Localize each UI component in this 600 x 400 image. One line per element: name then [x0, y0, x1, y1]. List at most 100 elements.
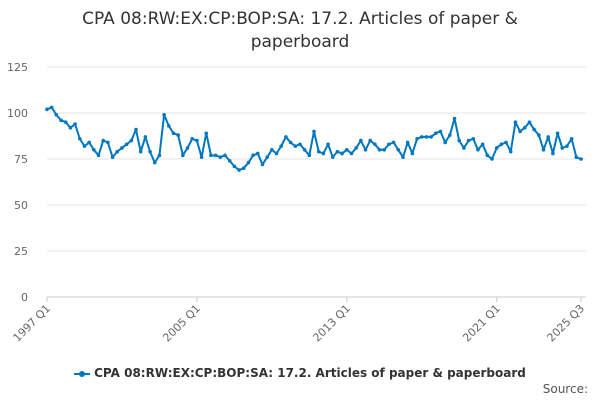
data-point [527, 120, 532, 124]
data-point [330, 155, 335, 159]
data-point [307, 153, 312, 158]
data-point [405, 140, 410, 145]
data-point [480, 142, 485, 147]
data-point [321, 151, 326, 156]
data-point [120, 146, 124, 150]
data-point [260, 162, 265, 167]
y-tick-label: 100 [7, 107, 28, 120]
data-point [106, 140, 110, 145]
data-point [522, 125, 527, 130]
data-point [382, 148, 387, 152]
x-tick-label: 2005 Q1 [160, 302, 203, 345]
data-point [101, 138, 106, 143]
data-point [181, 153, 185, 158]
data-point [401, 155, 405, 159]
data-point [471, 136, 476, 141]
data-point [541, 148, 546, 152]
data-point [555, 131, 560, 136]
data-point [237, 168, 241, 172]
data-point [391, 140, 396, 145]
data-point [162, 113, 166, 117]
data-point [110, 155, 115, 159]
data-point [359, 138, 363, 143]
data-point [241, 166, 246, 170]
data-point [326, 142, 330, 147]
data-point [316, 149, 321, 154]
data-point [396, 148, 401, 152]
data-point [59, 118, 63, 123]
data-point [134, 127, 138, 132]
y-tick-label: 25 [14, 245, 28, 258]
data-point [349, 151, 354, 156]
series-line [46, 106, 582, 172]
data-point [490, 157, 494, 161]
data-point [152, 160, 157, 165]
data-point [148, 149, 152, 154]
data-point [387, 142, 391, 147]
data-point [87, 140, 91, 145]
data-point [373, 142, 377, 147]
data-point [199, 155, 204, 159]
data-point [462, 146, 466, 150]
data-point [227, 159, 232, 163]
data-point [96, 153, 101, 158]
data-point [204, 131, 209, 136]
legend-swatch [74, 370, 91, 377]
data-point [223, 153, 227, 158]
data-point [213, 153, 218, 158]
data-point [448, 133, 452, 137]
data-point [443, 140, 447, 145]
data-point [532, 127, 536, 132]
data-point [551, 151, 555, 156]
data-point [185, 146, 190, 150]
y-tick-label: 0 [21, 291, 28, 304]
y-tick-label: 50 [14, 199, 28, 212]
data-point [279, 144, 284, 148]
data-point [485, 153, 490, 158]
data-point [270, 148, 274, 152]
data-point [410, 151, 415, 156]
data-point [513, 120, 518, 124]
data-point [574, 155, 579, 159]
data-point [157, 153, 162, 158]
data-point [569, 136, 574, 141]
data-point [499, 142, 504, 147]
data-point [424, 135, 429, 139]
data-point [138, 149, 143, 154]
data-point [476, 148, 480, 152]
data-point [68, 125, 73, 130]
y-tick-label: 125 [7, 61, 28, 74]
data-point [49, 105, 54, 110]
data-point [579, 157, 583, 161]
x-tick-label: 2013 Q1 [310, 302, 353, 345]
data-point [452, 116, 457, 121]
data-point [63, 120, 68, 124]
y-tick-label: 75 [14, 153, 28, 166]
data-point [457, 138, 462, 143]
legend[interactable]: CPA 08:RW:EX:CP:BOP:SA: 17.2. Articles o… [0, 366, 600, 380]
legend-label: CPA 08:RW:EX:CP:BOP:SA: 17.2. Articles o… [94, 366, 526, 380]
data-point [195, 138, 199, 143]
data-point [251, 153, 255, 158]
data-point [143, 135, 148, 139]
data-point [312, 129, 316, 134]
data-point [560, 146, 565, 150]
data-point [190, 136, 195, 141]
data-point [293, 144, 298, 148]
x-tick-label: 2025 Q3 [545, 302, 588, 345]
data-point [209, 153, 213, 158]
data-point [419, 135, 424, 139]
data-point [354, 146, 358, 150]
data-point [302, 148, 307, 152]
data-point [288, 140, 293, 145]
data-point [246, 160, 251, 165]
data-point [284, 135, 288, 139]
data-point [73, 122, 77, 126]
data-point [335, 149, 340, 154]
data-point [377, 148, 382, 152]
data-point [494, 146, 499, 150]
data-point [429, 135, 433, 139]
source-label: Source: [542, 382, 588, 396]
data-point [54, 113, 59, 117]
